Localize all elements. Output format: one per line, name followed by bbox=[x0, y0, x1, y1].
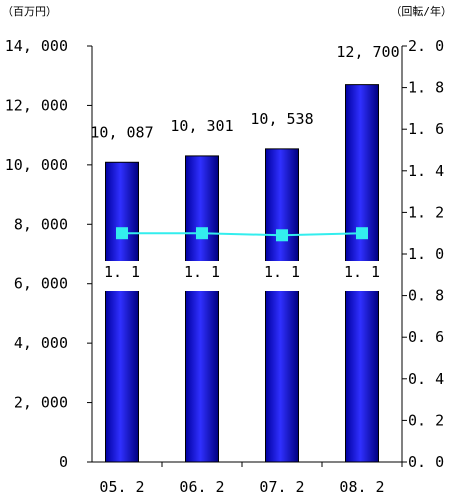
line-value-label-box bbox=[100, 261, 144, 291]
left-axis-tick-label: 8, 000 bbox=[14, 215, 68, 233]
turnover-line bbox=[122, 232, 363, 237]
x-axis-tick-label: 05. 2 bbox=[99, 478, 144, 496]
line-marker bbox=[196, 227, 208, 240]
bar bbox=[265, 148, 299, 463]
right-axis-tick-label: 0. 6 bbox=[408, 328, 444, 346]
line-marker bbox=[276, 229, 288, 242]
right-axis-tick-label: 0. 2 bbox=[408, 411, 444, 429]
left-axis-tick-label: 0 bbox=[59, 453, 68, 471]
line-marker bbox=[116, 227, 128, 240]
right-axis-tick-label: 0. 4 bbox=[408, 370, 444, 388]
left-axis-tick-label: 10, 000 bbox=[5, 156, 68, 174]
line-value-label: 1. 1 bbox=[104, 263, 140, 281]
line-value-label-box bbox=[180, 261, 224, 291]
bar bbox=[105, 161, 139, 463]
x-axis-tick-label: 08. 2 bbox=[339, 478, 384, 496]
right-axis-tick-label: 1. 4 bbox=[408, 162, 444, 180]
right-axis-tick-label: 1. 0 bbox=[408, 245, 444, 263]
right-axis-tick-label: 1. 6 bbox=[408, 120, 444, 138]
left-axis-tick-label: 4, 000 bbox=[14, 334, 68, 352]
right-axis-unit-label: （回転/年） bbox=[390, 4, 452, 18]
line-value-label-box bbox=[260, 261, 304, 291]
line-marker bbox=[356, 227, 368, 240]
right-axis-tick-label: 1. 8 bbox=[408, 79, 444, 97]
line-value-label-box bbox=[340, 261, 384, 291]
right-axis-tick-label: 2. 0 bbox=[408, 37, 444, 55]
bar-value-label: 10, 538 bbox=[250, 110, 313, 128]
bar-value-label: 10, 087 bbox=[90, 123, 153, 141]
x-axis-tick-label: 06. 2 bbox=[179, 478, 224, 496]
line-value-label: 1. 1 bbox=[344, 263, 380, 281]
left-axis-tick-label: 14, 000 bbox=[5, 37, 68, 55]
right-axis-tick-label: 0. 0 bbox=[408, 453, 444, 471]
bar-value-label: 12, 700 bbox=[336, 43, 399, 61]
right-axis-tick-label: 1. 2 bbox=[408, 203, 444, 221]
x-axis-tick-label: 07. 2 bbox=[259, 478, 304, 496]
bar-value-label: 10, 301 bbox=[170, 117, 233, 135]
right-axis-tick-label: 0. 8 bbox=[408, 287, 444, 305]
line-value-label: 1. 1 bbox=[264, 263, 300, 281]
line-value-label: 1. 1 bbox=[184, 263, 220, 281]
left-axis-tick-label: 2, 000 bbox=[14, 394, 68, 412]
left-axis-tick-label: 6, 000 bbox=[14, 275, 68, 293]
left-axis-unit-label: （百万円） bbox=[2, 5, 57, 18]
left-axis-tick-label: 12, 000 bbox=[5, 96, 68, 114]
bar bbox=[185, 155, 219, 463]
